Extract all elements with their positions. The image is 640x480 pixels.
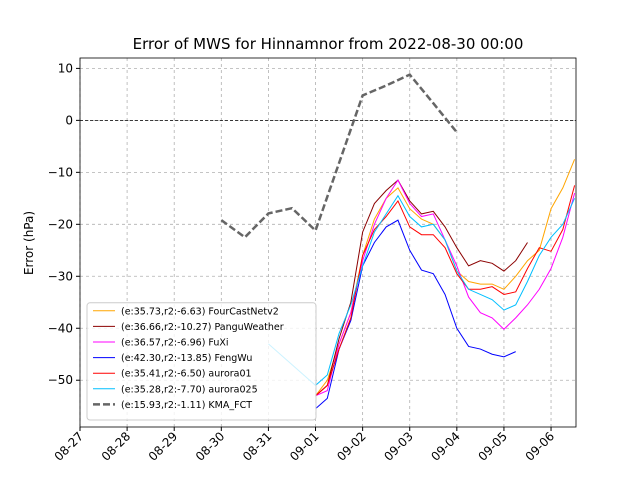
legend-label: (e:15.93,r2:-1.11) KMA_FCT xyxy=(121,400,252,411)
x-tick-label: 08-27 xyxy=(52,429,87,464)
legend-label: (e:35.73,r2:-6.63) FourCastNetv2 xyxy=(121,306,279,317)
legend-label: (e:36.57,r2:-6.96) FuXi xyxy=(121,338,229,349)
x-tick-label: 08-30 xyxy=(193,429,228,464)
series-line xyxy=(220,73,458,239)
y-tick-label: 10 xyxy=(58,61,73,75)
y-tick-label: −50 xyxy=(48,373,73,387)
series-line xyxy=(268,194,576,387)
x-tick-label: 09-03 xyxy=(381,429,416,464)
y-tick-label: −40 xyxy=(48,321,73,335)
legend-label: (e:42.30,r2:-13.85) FengWu xyxy=(121,353,252,364)
legend-box xyxy=(86,302,317,421)
legend-label: (e:35.28,r2:-7.70) aurora025 xyxy=(121,384,258,395)
series-line xyxy=(315,179,576,397)
series-line xyxy=(315,185,576,397)
x-tick-label: 09-06 xyxy=(523,429,558,464)
y-axis-label: Error (hPa) xyxy=(22,211,36,275)
x-tick-label: 09-04 xyxy=(428,429,463,464)
legend-label: (e:36.66,r2:-10.27) PanguWeather xyxy=(121,322,284,333)
plot-frame xyxy=(79,57,577,428)
x-tick-label: 08-31 xyxy=(240,429,275,464)
legend-label: (e:35.41,r2:-6.50) aurora01 xyxy=(121,369,252,380)
x-tick-label: 08-29 xyxy=(146,429,181,464)
chart-title: Error of MWS for Hinnamnor from 2022-08-… xyxy=(133,35,524,53)
series-line xyxy=(315,179,528,397)
y-tick-label: −20 xyxy=(48,217,73,231)
x-tick-label: 09-02 xyxy=(334,429,369,464)
x-tick-label: 08-28 xyxy=(99,429,134,464)
series-line xyxy=(315,159,576,397)
y-tick-label: 0 xyxy=(65,113,73,127)
x-tick-label: 09-01 xyxy=(287,429,322,464)
x-tick-label: 09-05 xyxy=(475,429,510,464)
series-line xyxy=(315,219,516,410)
y-tick-label: −30 xyxy=(48,269,73,283)
y-tick-label: −10 xyxy=(48,165,73,179)
